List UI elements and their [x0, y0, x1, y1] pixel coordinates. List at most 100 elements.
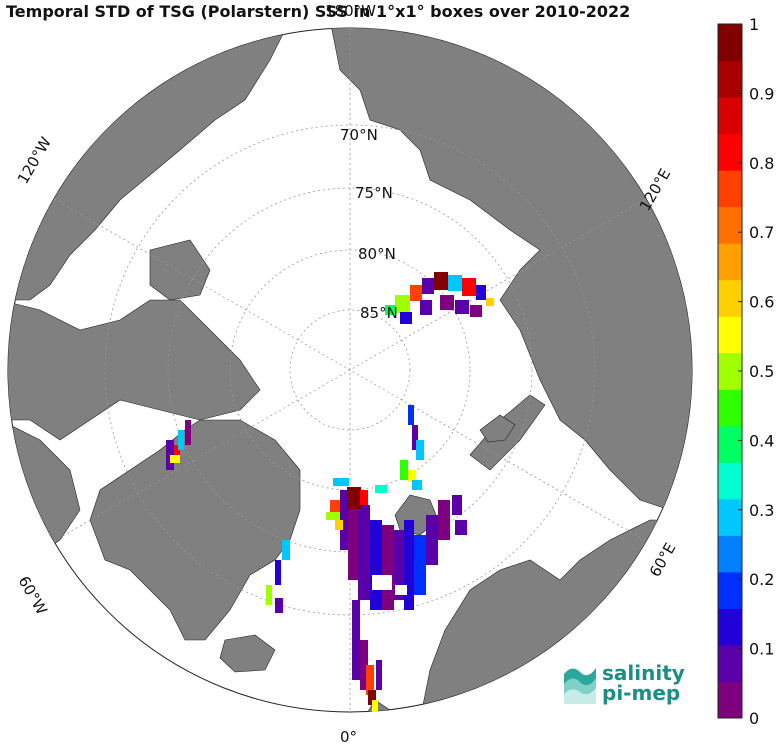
- data-cell: [455, 300, 469, 314]
- data-cell: [282, 540, 290, 560]
- data-cell: [416, 440, 424, 460]
- data-cell: [408, 405, 414, 425]
- lon-label-60e: 60°E: [646, 540, 680, 580]
- salinity-pi-mep-logo: salinity pi-mep: [562, 660, 685, 706]
- colorbar-tick-label: 0: [749, 709, 759, 728]
- page-title: Temporal STD of TSG (Polarstern) SSS in …: [6, 2, 631, 21]
- data-cell: [394, 530, 404, 600]
- colorbar-swatch: [718, 60, 742, 98]
- colorbar-swatch: [718, 170, 742, 208]
- data-cell: [333, 478, 349, 486]
- data-cell: [455, 520, 467, 535]
- colorbar-tick-label: 0.1: [749, 640, 774, 659]
- data-cell: [275, 560, 281, 585]
- lat-circle-85: [289, 309, 411, 431]
- land-canadian-archipelago: [8, 299, 261, 441]
- logo-line-2: pi-mep: [602, 681, 681, 705]
- data-cell: [368, 690, 376, 705]
- data-cell: [448, 275, 462, 291]
- data-cell: [326, 512, 340, 520]
- data-cell: [440, 295, 454, 310]
- data-cell: [404, 520, 414, 610]
- colorbar-swatch: [718, 316, 742, 354]
- data-cell: [360, 490, 368, 505]
- colorbar-tick-label: 1: [749, 15, 759, 34]
- colorbar-swatch: [718, 97, 742, 135]
- lon-label-120e: 120°E: [636, 166, 674, 214]
- colorbar-swatch: [718, 644, 742, 682]
- colorbar-swatch: [718, 462, 742, 500]
- data-cell: [330, 500, 340, 512]
- colorbar-swatch: [718, 571, 742, 609]
- colorbar-swatch: [718, 243, 742, 281]
- data-cell: [408, 470, 416, 482]
- colorbar-swatch: [718, 389, 742, 427]
- land-iceland: [219, 634, 276, 673]
- data-cell: [275, 598, 283, 613]
- colorbar-ticks: 0 0.1 0.2 0.3 0.4 0.5 0.6 0.7 0.8 0.9 1: [738, 15, 774, 728]
- data-cell: [434, 272, 448, 290]
- colorbar-tick-label: 0.5: [749, 362, 774, 381]
- data-cell: [174, 445, 180, 460]
- colorbar-swatch: [718, 535, 742, 573]
- colorbar-swatch: [718, 133, 742, 171]
- lon-label-180: 180°W: [325, 2, 376, 20]
- colorbar-swatch: [718, 24, 742, 62]
- land-ellesmere: [149, 239, 211, 301]
- lat-label-80: 80°N: [358, 245, 396, 263]
- data-cell: [400, 460, 408, 480]
- data-cell: [470, 305, 482, 317]
- lat-circle-70: [104, 124, 596, 616]
- colorbar-tick-label: 0.9: [749, 84, 774, 103]
- colorbar-swatch: [718, 279, 742, 317]
- data-cell: [266, 585, 272, 605]
- data-cell: [412, 425, 418, 450]
- colorbar-tick-label: 0.2: [749, 570, 774, 589]
- meridian-60w-120e: [53, 198, 647, 542]
- data-cell: [414, 535, 426, 595]
- lat-label-85: 85°N: [360, 304, 398, 322]
- lat-label-70: 70°N: [340, 126, 378, 144]
- data-cell: [420, 300, 432, 315]
- colorbar-tick-label: 0.4: [749, 431, 774, 450]
- data-cell: [382, 525, 394, 610]
- data-cell: [376, 660, 382, 690]
- data-cell-gap: [372, 575, 392, 590]
- data-cell: [395, 295, 410, 313]
- data-cell: [366, 665, 374, 695]
- data-cells: [166, 272, 494, 712]
- data-cell: [426, 515, 438, 565]
- colorbar-tick-label: 0.8: [749, 154, 774, 173]
- logo-line-1: salinity: [602, 661, 685, 685]
- colorbar: 0 0.1 0.2 0.3 0.4 0.5 0.6 0.7 0.8 0.9 1: [717, 15, 774, 728]
- colorbar-tick-label: 0.7: [749, 223, 774, 242]
- data-cell: [347, 487, 361, 509]
- colorbar-swatch: [718, 681, 742, 719]
- data-cell: [352, 600, 360, 680]
- data-cell-gap: [395, 585, 407, 595]
- data-cell: [178, 430, 184, 450]
- data-cell: [400, 312, 412, 324]
- data-cell: [410, 285, 422, 301]
- wave-logo-icon: [564, 668, 596, 704]
- data-cell: [462, 278, 476, 296]
- data-cell: [422, 278, 434, 294]
- land-asia: [329, 28, 692, 521]
- colorbar-swatches: [718, 24, 742, 719]
- data-cell: [360, 640, 368, 690]
- data-cell: [170, 455, 180, 463]
- data-cell: [185, 420, 191, 445]
- data-cell: [476, 285, 486, 300]
- colorbar-swatch: [718, 425, 742, 463]
- land-franz-josef: [479, 414, 516, 443]
- colorbar-swatch: [718, 498, 742, 536]
- colorbar-tick-label: 0.6: [749, 293, 774, 312]
- data-cell: [375, 485, 387, 493]
- data-cell: [358, 505, 370, 600]
- colorbar-swatch: [718, 608, 742, 646]
- data-cell: [385, 305, 395, 315]
- data-cell: [412, 480, 422, 490]
- data-cell: [452, 495, 462, 515]
- data-cell: [370, 520, 382, 610]
- lon-label-120w: 120°W: [14, 134, 55, 187]
